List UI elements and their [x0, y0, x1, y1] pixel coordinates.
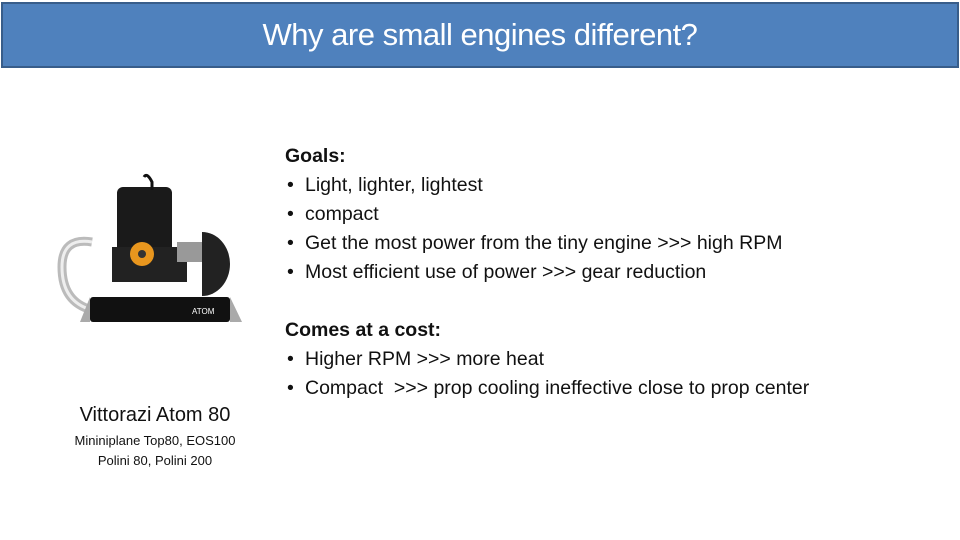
list-item: Most efficient use of power >>> gear red…	[285, 258, 809, 287]
cost-list: Higher RPM >>> more heat Compact >>> pro…	[285, 345, 809, 403]
slide-content: Goals: Light, lighter, lightest compact …	[285, 142, 809, 403]
list-item: Light, lighter, lightest	[285, 171, 809, 200]
title-bar: Why are small engines different?	[1, 2, 959, 68]
cost-heading: Comes at a cost:	[285, 319, 442, 341]
goals-list: Light, lighter, lightest compact Get the…	[285, 171, 809, 287]
goals-heading: Goals:	[285, 145, 346, 167]
list-item: Compact >>> prop cooling ineffective clo…	[285, 374, 809, 403]
list-item: Get the most power from the tiny engine …	[285, 229, 809, 258]
engine-alternatives-2: Polini 80, Polini 200	[97, 453, 213, 468]
atom-logo: ATOM	[192, 307, 215, 316]
engine-name: Vittorazi Atom 80	[79, 404, 231, 426]
slide-title: Why are small engines different?	[262, 17, 698, 52]
list-item: Higher RPM >>> more heat	[285, 345, 809, 374]
list-item: compact	[285, 200, 809, 229]
engine-image: ATOM	[57, 173, 242, 322]
engine-alternatives-1: Mininiplane Top80, EOS100	[74, 433, 236, 448]
